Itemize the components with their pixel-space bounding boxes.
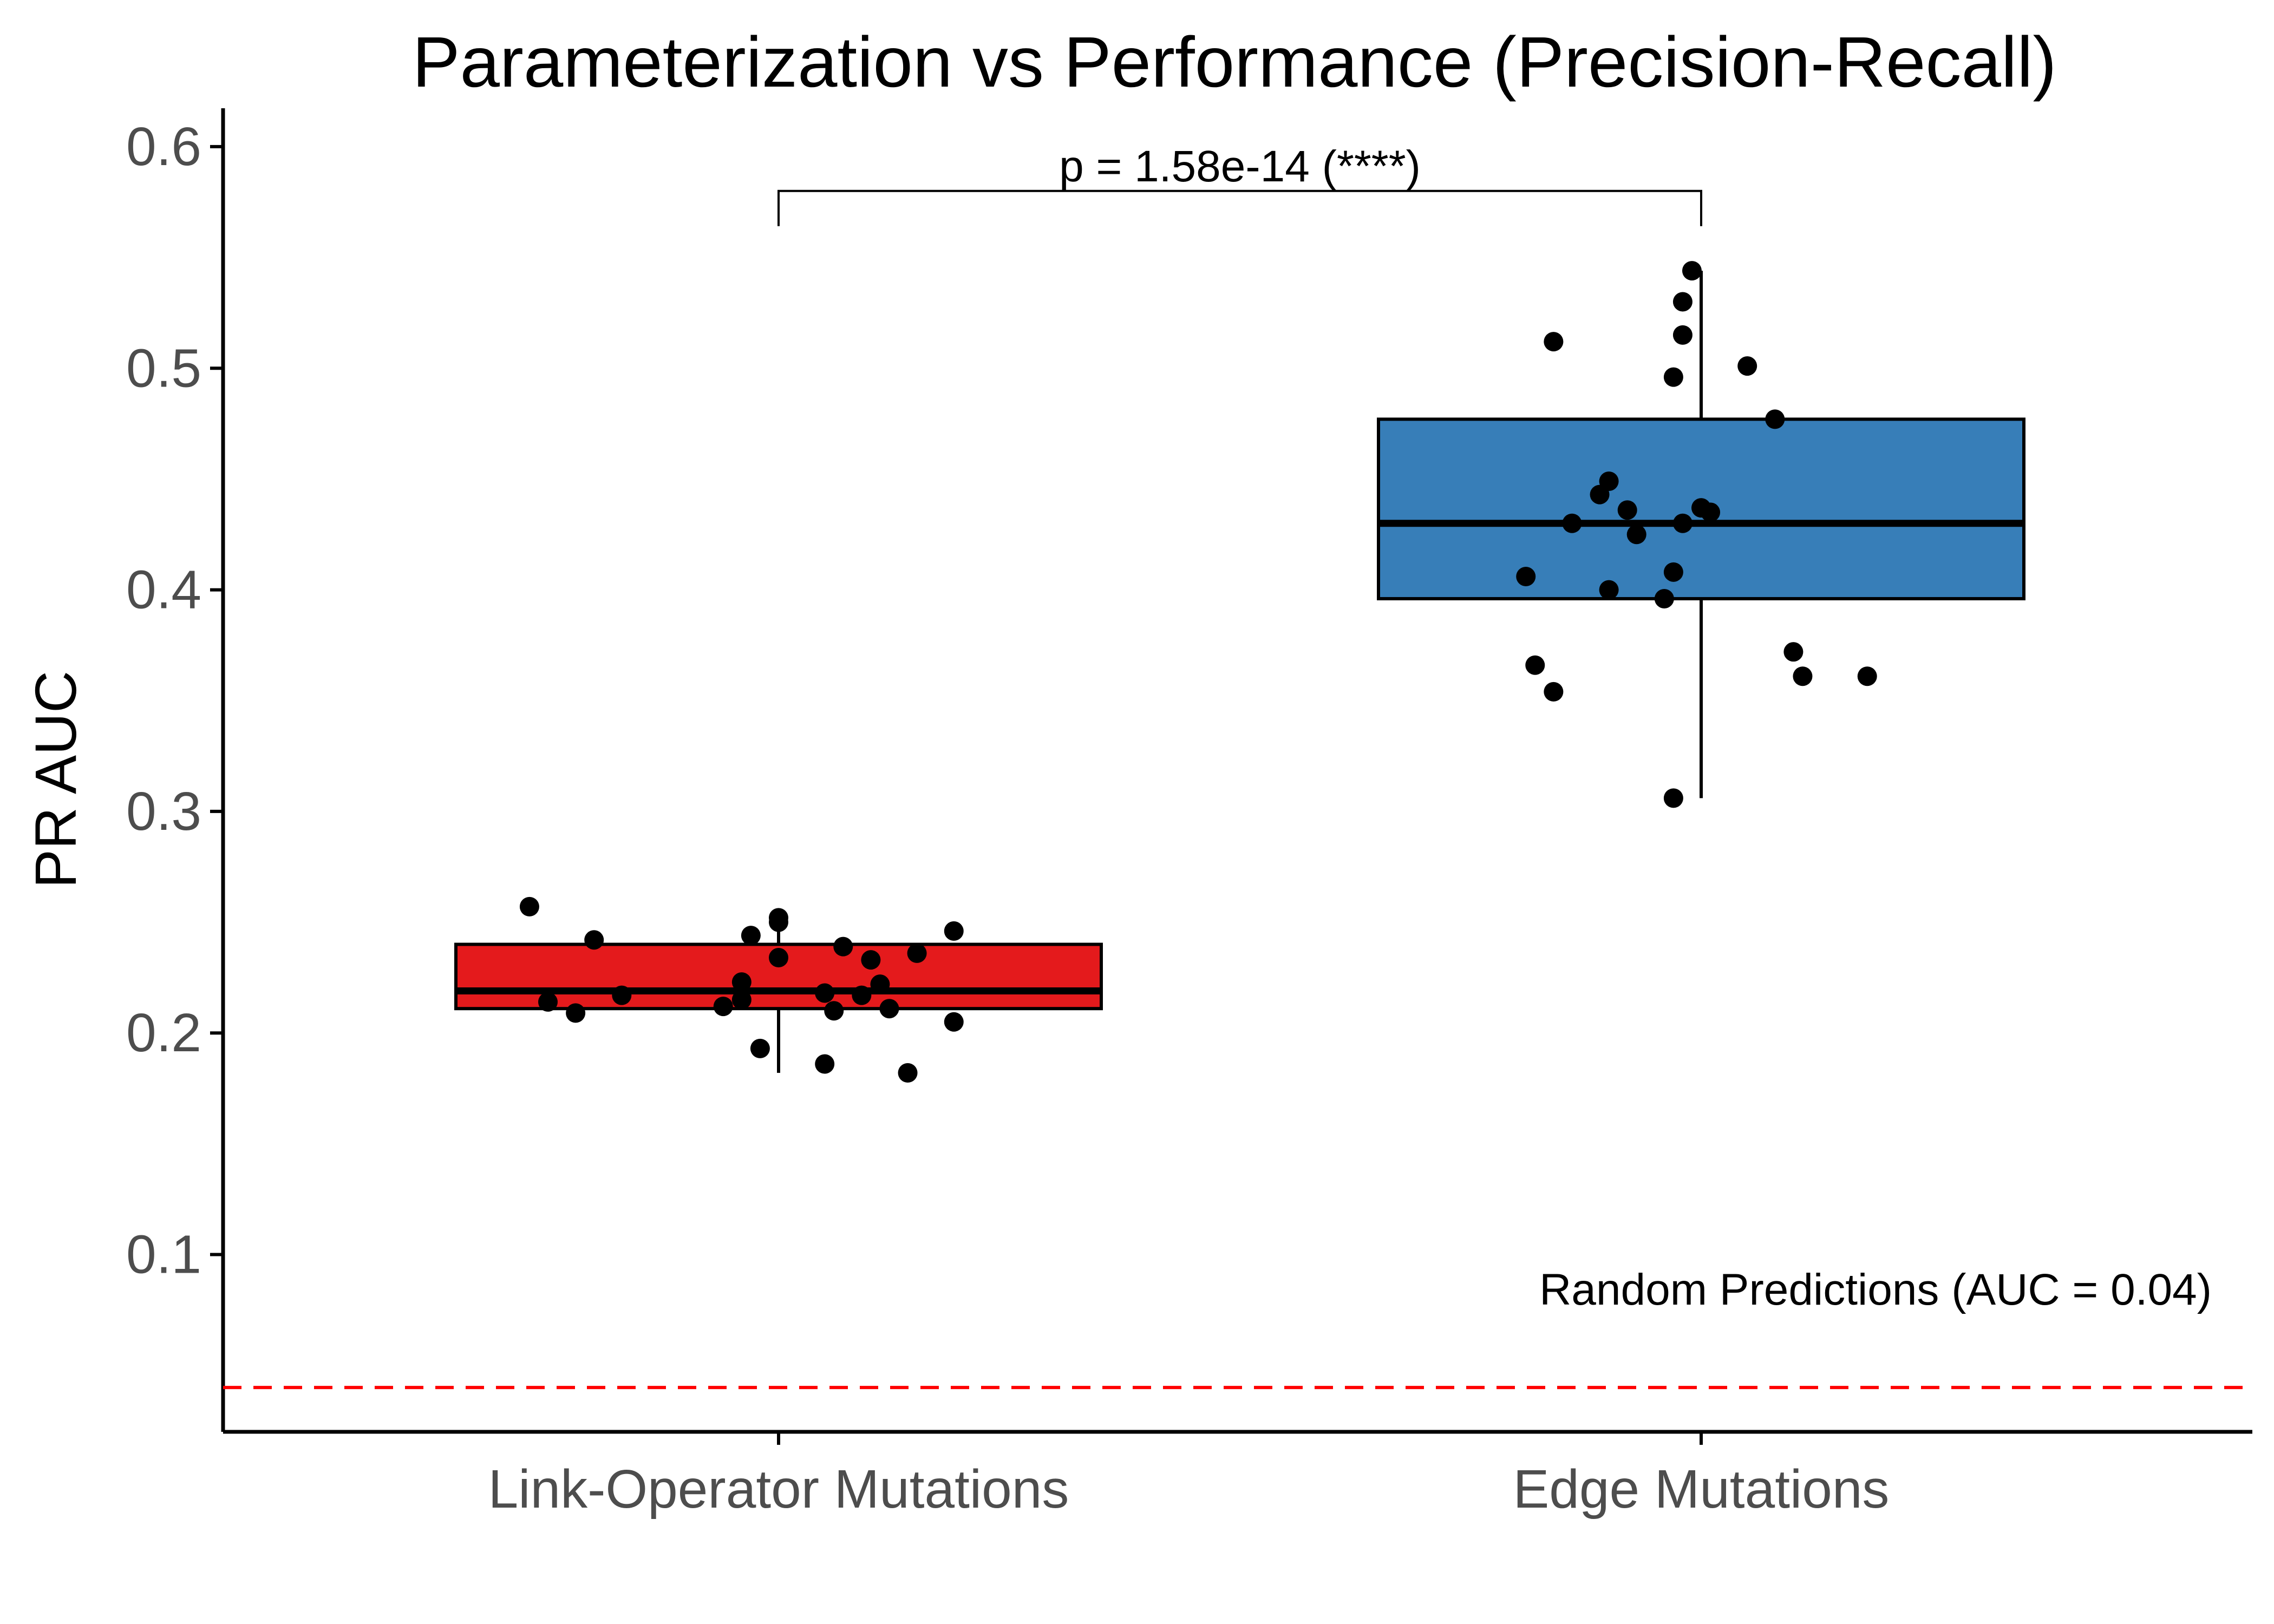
- data-point: [713, 997, 733, 1017]
- data-point: [1793, 666, 1813, 686]
- data-point: [1663, 562, 1683, 582]
- data-point: [1516, 567, 1536, 587]
- data-point: [1672, 292, 1693, 312]
- data-point: [944, 1012, 964, 1032]
- data-point: [731, 990, 752, 1010]
- data-point: [1654, 588, 1674, 608]
- data-point: [1663, 788, 1683, 808]
- y-tick-label: 0.6: [126, 116, 201, 177]
- x-tick-label: Edge Mutations: [1513, 1459, 1890, 1520]
- data-point: [1562, 513, 1582, 533]
- data-point: [1599, 472, 1619, 492]
- data-point: [1672, 513, 1693, 533]
- data-point: [1672, 325, 1693, 345]
- data-point: [944, 921, 964, 941]
- data-point: [1682, 261, 1702, 281]
- data-point: [833, 937, 853, 957]
- data-point: [1617, 500, 1637, 520]
- y-tick-label: 0.4: [126, 560, 201, 620]
- x-tick-label: Link-Operator Mutations: [488, 1459, 1069, 1520]
- data-point: [815, 1054, 835, 1074]
- data-point: [1663, 367, 1683, 387]
- y-tick-label: 0.3: [126, 781, 201, 842]
- significance-bracket: [777, 189, 1702, 226]
- data-point: [1857, 666, 1877, 686]
- plot-area: 0.1 0.2 0.3 0.4 0.5 0.6 Link-Operator Mutation…: [126, 108, 2252, 1520]
- data-point: [566, 1003, 586, 1023]
- data-point: [731, 972, 752, 992]
- data-point: [861, 950, 881, 970]
- data-point: [1544, 332, 1564, 352]
- data-point: [750, 1038, 770, 1058]
- data-point: [1544, 682, 1564, 702]
- data-point: [815, 983, 835, 1003]
- significance-label: p = 1.58e-14 (****): [1059, 142, 1421, 191]
- data-point: [1765, 409, 1785, 429]
- y-tick-label: 0.2: [126, 1003, 201, 1063]
- data-point: [879, 999, 899, 1019]
- data-point: [1626, 525, 1646, 545]
- y-axis-label: PR AUC: [23, 671, 88, 888]
- data-point: [741, 926, 761, 946]
- data-point: [1701, 502, 1721, 522]
- data-point: [898, 1063, 918, 1083]
- data-point: [852, 985, 872, 1005]
- data-point: [907, 943, 927, 963]
- data-point: [1783, 642, 1803, 662]
- data-point: [1737, 356, 1757, 376]
- data-point: [870, 974, 890, 994]
- data-point: [769, 912, 788, 932]
- y-tick-label: 0.1: [126, 1224, 201, 1285]
- data-point: [612, 985, 632, 1005]
- reference-line-label: Random Predictions (AUC = 0.04): [1539, 1265, 2212, 1314]
- data-point: [1599, 580, 1619, 600]
- chart-title: Parameterization vs Performance (Precisi…: [412, 22, 2056, 102]
- data-point: [538, 992, 558, 1012]
- y-tick-label: 0.5: [126, 338, 201, 398]
- data-point: [519, 896, 539, 916]
- data-point: [584, 930, 604, 950]
- data-point: [824, 1001, 844, 1021]
- data-point: [769, 948, 788, 968]
- data-point: [1525, 655, 1545, 675]
